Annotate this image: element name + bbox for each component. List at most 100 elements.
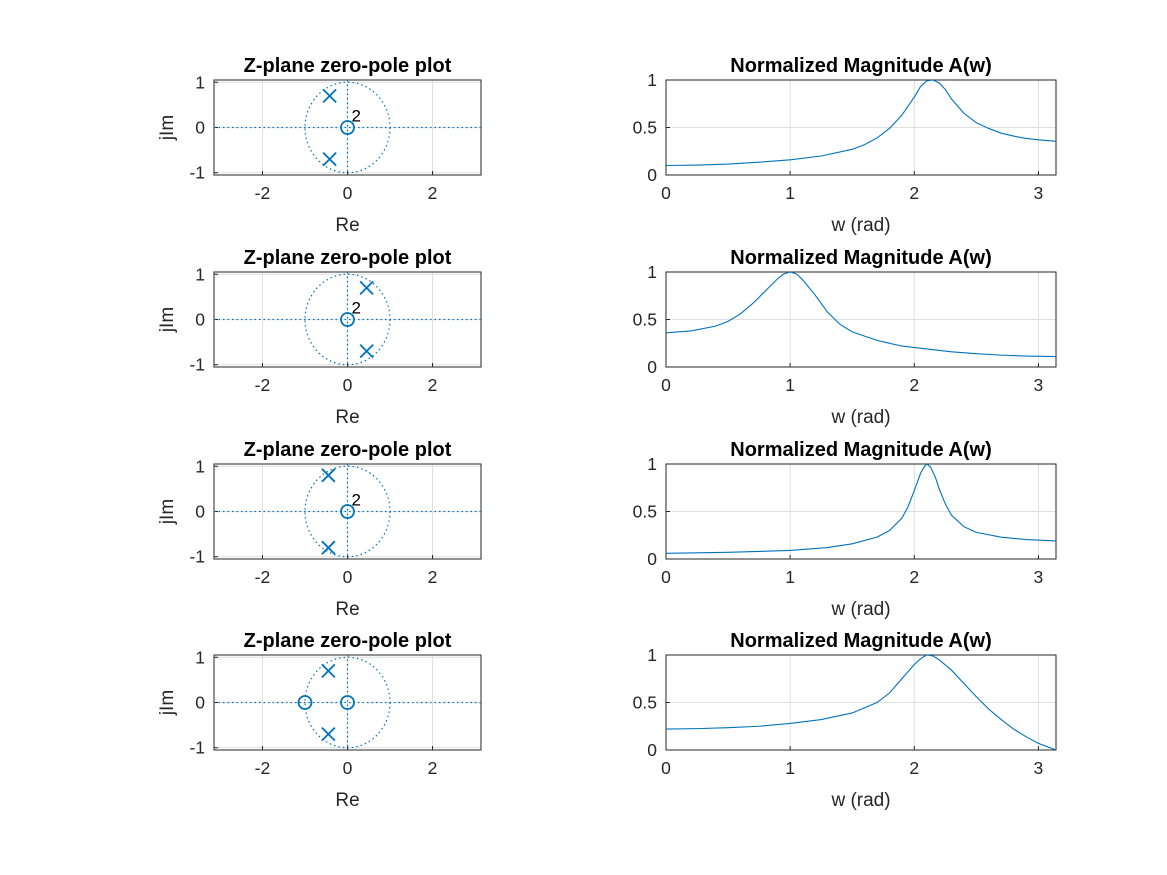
- zero-pole-plot-3: -2 0 2 -1 0 1 Z-plane zero-pole plot Re jIm 2: [157, 439, 482, 620]
- plot-content: 2: [214, 464, 481, 559]
- x-tick-label: -2: [255, 758, 271, 778]
- x-tick-label: 2: [909, 758, 919, 778]
- x-tick-label: 3: [1034, 758, 1044, 778]
- zero-marker: [340, 504, 355, 519]
- x-tick-label: 2: [428, 758, 438, 778]
- y-tick-label: 0: [647, 549, 657, 569]
- plot-content: [666, 272, 1056, 358]
- x-axis-label: Re: [335, 407, 359, 428]
- y-tick-label: 0: [195, 310, 205, 330]
- y-tick-label: 0.5: [633, 310, 657, 330]
- zero-marker: [340, 120, 355, 135]
- plot-content: [666, 80, 1056, 167]
- y-axis-label: jIm: [157, 499, 178, 525]
- plot-content: 2: [214, 272, 481, 367]
- x-tick-label: 2: [428, 375, 438, 395]
- x-axis-label: w (rad): [830, 407, 890, 428]
- chart-title: Z-plane zero-pole plot: [244, 55, 452, 77]
- y-tick-label: 1: [195, 647, 205, 667]
- zero-marker: [297, 695, 313, 710]
- zero-marker: [340, 312, 355, 327]
- plot-content: 2: [214, 80, 481, 175]
- y-tick-label: 0: [195, 118, 205, 138]
- y-tick-label: 0: [647, 357, 657, 377]
- y-tick-label: 0: [647, 165, 657, 185]
- x-tick-label: 0: [661, 375, 671, 395]
- unit-circle: [304, 465, 391, 558]
- zero-multiplicity-label: 2: [352, 107, 361, 126]
- magnitude-plot-1: 0 1 2 3 0 0.5 1 Normalized Magnitude A(w) w (rad…: [633, 55, 1057, 236]
- magnitude-plot-2: 0 1 2 3 0 0.5 1 Normalized Magnitude A(w) w (rad…: [633, 247, 1057, 428]
- zero-marker: [340, 695, 355, 710]
- y-tick-label: -1: [189, 738, 205, 758]
- zero-pole-plot-1: -2 0 2 -1 0 1 Z-plane zero-pole plot Re jIm 2: [157, 55, 482, 236]
- y-tick-label: 1: [195, 456, 205, 476]
- x-tick-label: 0: [343, 567, 353, 587]
- x-tick-label: 0: [661, 567, 671, 587]
- y-tick-label: 1: [647, 70, 657, 90]
- unit-circle: [304, 81, 391, 174]
- zero-multiplicity-label: 2: [352, 491, 361, 510]
- chart-title: Z-plane zero-pole plot: [244, 630, 452, 652]
- pole-marker: [322, 88, 337, 103]
- x-tick-label: 1: [785, 183, 795, 203]
- chart-title: Normalized Magnitude A(w): [730, 630, 991, 652]
- x-tick-label: 2: [428, 567, 438, 587]
- chart-title: Normalized Magnitude A(w): [730, 439, 991, 461]
- x-tick-label: 2: [428, 183, 438, 203]
- y-tick-label: 0: [195, 693, 205, 713]
- y-tick-label: -1: [189, 163, 205, 183]
- x-tick-label: -2: [255, 183, 271, 203]
- pole-marker: [321, 468, 336, 483]
- y-axis-label: jIm: [157, 115, 178, 141]
- magnitude-line: [666, 464, 1056, 554]
- x-axis-label: Re: [335, 215, 359, 236]
- x-tick-label: 1: [785, 758, 795, 778]
- x-tick-label: 2: [909, 183, 919, 203]
- magnitude-plot-3: 0 1 2 3 0 0.5 1 Normalized Magnitude A(w) w (rad…: [633, 439, 1057, 620]
- x-tick-label: 3: [1034, 567, 1044, 587]
- pole-marker: [322, 152, 337, 167]
- y-tick-label: 0.5: [633, 502, 657, 522]
- pole-marker: [321, 540, 336, 555]
- x-tick-label: 3: [1034, 183, 1044, 203]
- magnitude-line: [666, 80, 1056, 167]
- y-tick-label: 0.5: [633, 118, 657, 138]
- y-axis-label: jIm: [157, 690, 178, 716]
- y-tick-label: 1: [647, 454, 657, 474]
- y-tick-label: 1: [647, 262, 657, 282]
- x-axis-label: w (rad): [830, 790, 890, 811]
- magnitude-plot-4: 0 1 2 3 0 0.5 1 Normalized Magnitude A(w) w (rad…: [633, 630, 1057, 811]
- x-tick-label: -2: [255, 567, 271, 587]
- x-tick-label: 0: [661, 183, 671, 203]
- x-tick-label: 2: [909, 567, 919, 587]
- magnitude-line: [666, 272, 1056, 358]
- chart-title: Normalized Magnitude A(w): [730, 247, 991, 269]
- x-axis-label: Re: [335, 790, 359, 811]
- y-tick-label: -1: [189, 355, 205, 375]
- x-axis-label: w (rad): [830, 215, 890, 236]
- zero-pole-plot-4: -2 0 2 -1 0 1 Z-plane zero-pole plot Re jIm: [157, 630, 482, 811]
- y-axis-label: jIm: [157, 307, 178, 333]
- plot-content: [214, 655, 481, 750]
- zero-pole-plot-2: -2 0 2 -1 0 1 Z-plane zero-pole plot Re jIm 2: [157, 247, 482, 428]
- pole-marker: [321, 663, 336, 678]
- x-tick-label: 0: [343, 375, 353, 395]
- y-tick-label: 0.5: [633, 693, 657, 713]
- x-axis-label: Re: [335, 599, 359, 620]
- plot-content: [666, 655, 1056, 750]
- pole-marker: [359, 344, 374, 359]
- chart-title: Z-plane zero-pole plot: [244, 247, 452, 269]
- y-tick-label: -1: [189, 547, 205, 567]
- x-axis-label: w (rad): [830, 599, 890, 620]
- chart-title: Z-plane zero-pole plot: [244, 439, 452, 461]
- x-tick-label: -2: [255, 375, 271, 395]
- y-tick-label: 0: [195, 502, 205, 522]
- x-tick-label: 0: [343, 183, 353, 203]
- pole-marker: [359, 280, 374, 295]
- zero-multiplicity-label: 2: [352, 299, 361, 318]
- y-tick-label: 1: [195, 72, 205, 92]
- unit-circle: [304, 273, 391, 366]
- magnitude-line: [666, 655, 1056, 750]
- pole-marker: [321, 727, 336, 742]
